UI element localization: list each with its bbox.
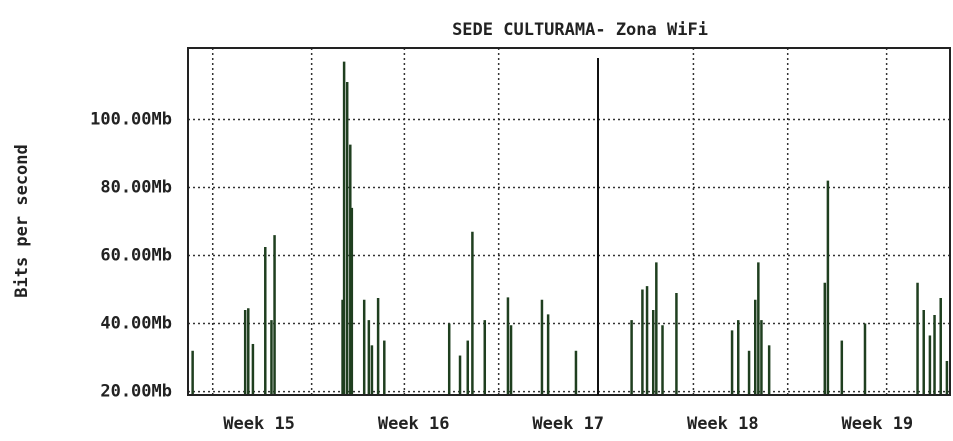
y-tick-label: 40.00Mb <box>100 314 172 334</box>
y-tick-label: 80.00Mb <box>100 177 172 197</box>
chart-title: SEDE CULTURAMA- Zona WiFi <box>452 20 708 40</box>
x-tick-label: Week 16 <box>378 414 450 434</box>
y-tick-label: 100.00Mb <box>90 109 172 129</box>
x-tick-label: Week 17 <box>532 414 604 434</box>
y-tick-label: 60.00Mb <box>100 246 172 266</box>
x-tick-label: Week 18 <box>687 414 759 434</box>
x-tick-label: Week 19 <box>842 414 914 434</box>
y-axis-label: Bits per second <box>12 144 32 298</box>
y-tick-label: 20.00Mb <box>100 382 172 402</box>
x-tick-label: Week 15 <box>223 414 295 434</box>
plot-frame <box>187 47 951 396</box>
